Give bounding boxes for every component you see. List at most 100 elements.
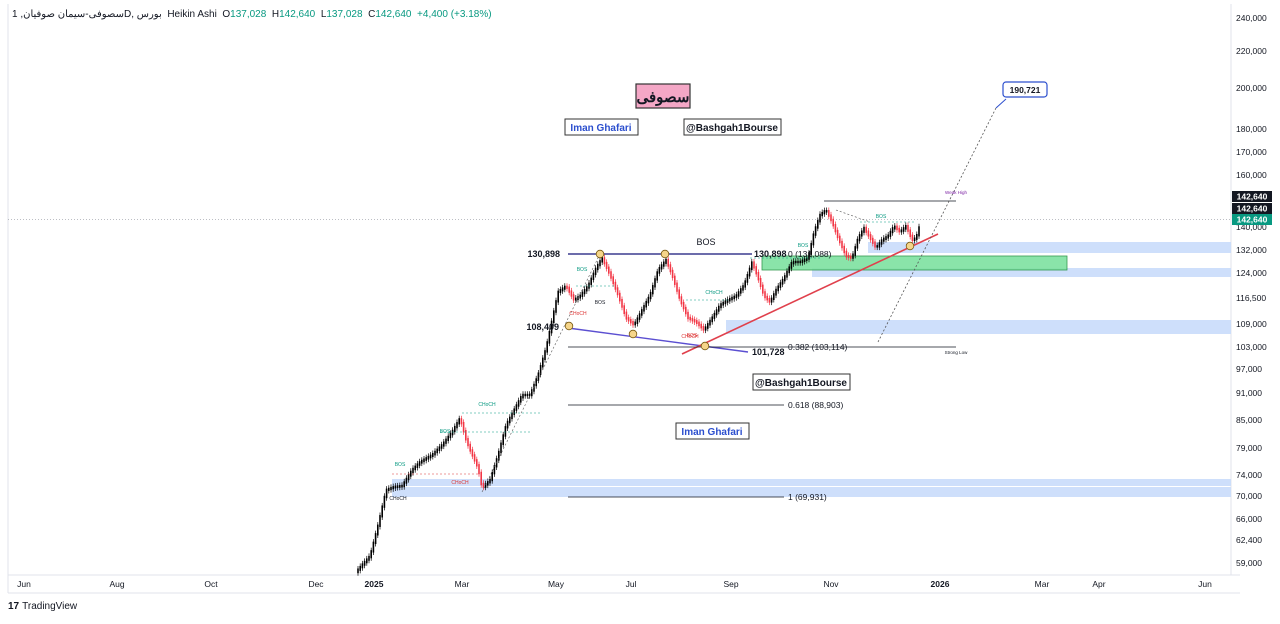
tradingview-logo-text: TradingView <box>22 601 78 612</box>
level-label-130898-right: 130,898 <box>754 249 787 259</box>
support-zone-blue <box>726 320 1231 334</box>
candle-body <box>638 313 641 320</box>
candle-body <box>465 430 467 441</box>
candle-body <box>414 465 416 471</box>
candle-body <box>456 422 458 429</box>
candle-body <box>493 465 496 475</box>
candle-body <box>726 299 729 303</box>
price-badge <box>1232 203 1272 214</box>
candle-body <box>379 515 381 527</box>
candle-body <box>874 241 876 248</box>
fib-label-1: 1 (69,931) <box>788 492 827 502</box>
candle-body <box>416 463 419 468</box>
candle-body <box>902 227 905 232</box>
candle-body <box>757 272 760 281</box>
time-axis-tick-label: 2026 <box>931 579 950 589</box>
candle-body <box>916 234 918 240</box>
candle-body <box>704 326 707 331</box>
candle-body <box>440 444 443 449</box>
tradingview-logo[interactable]: 17 TradingView <box>8 601 77 612</box>
candle-body <box>737 291 740 297</box>
candle-body <box>601 257 603 263</box>
choch-annotation: CHoCH <box>681 334 699 340</box>
candle-body <box>836 229 839 239</box>
candle-body <box>392 486 394 490</box>
price-axis-tick-label: 97,000 <box>1236 364 1262 374</box>
candle-body <box>515 404 518 411</box>
candle-body <box>570 290 573 297</box>
candle-body <box>746 274 749 283</box>
low-label: L <box>320 9 327 20</box>
candle-body <box>634 321 636 326</box>
chart-style[interactable]: Heikin Ashi <box>167 9 217 20</box>
price-axis-tick-label: 180,000 <box>1236 124 1267 134</box>
candle-body <box>878 242 881 248</box>
support-zone-blue <box>392 479 1231 486</box>
candle-body <box>553 310 555 324</box>
price-axis-tick-label: 220,000 <box>1236 46 1267 56</box>
candle-body <box>801 259 804 264</box>
candle-body <box>885 236 887 240</box>
candle-body <box>913 237 916 241</box>
time-axis-tick-label: Jun <box>17 579 31 589</box>
candle-body <box>548 330 551 344</box>
candle-body <box>647 296 650 304</box>
candle-body <box>825 210 828 213</box>
candle-body <box>762 284 764 294</box>
candle-body <box>522 393 524 399</box>
candle-body <box>795 260 797 264</box>
support-zone-blue <box>868 242 1231 253</box>
swing-point-marker <box>595 249 605 259</box>
price-badge <box>1232 214 1272 225</box>
candle-body <box>473 454 476 462</box>
candle-body <box>819 213 821 223</box>
candle-body <box>682 301 685 310</box>
candle-body <box>894 225 896 230</box>
candle-body <box>821 211 823 217</box>
time-axis-tick-label: Mar <box>455 579 470 589</box>
candle-body <box>592 272 595 280</box>
candle-body <box>381 505 383 518</box>
candle-body <box>696 320 698 324</box>
candle-body <box>458 418 460 425</box>
candle-body <box>636 317 639 324</box>
candle-body <box>467 438 469 447</box>
symbol-header: سصوفی-سیمان صوفیان, 1D, بورس Heikin Ashi… <box>12 9 492 20</box>
candle-body <box>566 285 568 289</box>
candle-body <box>410 470 412 477</box>
candle-body <box>830 214 832 222</box>
candle-body <box>594 267 597 276</box>
candle-body <box>810 242 812 255</box>
candle-body <box>814 226 817 236</box>
choch-annotation: CHoCH <box>705 290 723 296</box>
price-axis-tick-label: 170,000 <box>1236 147 1267 157</box>
candle-body <box>368 555 370 561</box>
candle-body <box>766 295 768 301</box>
price-axis-tick-label: 240,000 <box>1236 13 1267 23</box>
bos-annotation: BOS <box>595 300 606 306</box>
target-label-text: 190,721 <box>1010 85 1041 95</box>
author-watermark-top: Iman Ghafari <box>570 123 631 134</box>
candle-body <box>861 230 863 237</box>
candle-body <box>702 326 705 331</box>
candle-body <box>614 281 617 290</box>
candle-body <box>603 257 606 265</box>
candle-body <box>619 292 621 302</box>
candle-body <box>876 245 878 248</box>
candle-body <box>498 450 500 461</box>
candle-body <box>445 438 447 444</box>
candle-body <box>735 294 738 299</box>
price-axis-tick-label: 79,000 <box>1236 443 1262 453</box>
candle-body <box>491 471 493 482</box>
symbol-name[interactable]: سصوفی-سیمان صوفیان, 1D, بورس <box>12 9 162 20</box>
candle-body <box>546 341 548 353</box>
swing-point-marker <box>564 321 574 331</box>
candle-body <box>744 280 746 288</box>
candle-body <box>359 565 361 571</box>
price-axis-tick-label: 160,000 <box>1236 170 1267 180</box>
price-axis-tick-label: 59,000 <box>1236 558 1262 568</box>
price-axis-tick-label: 200,000 <box>1236 83 1267 93</box>
candle-body <box>709 319 711 326</box>
